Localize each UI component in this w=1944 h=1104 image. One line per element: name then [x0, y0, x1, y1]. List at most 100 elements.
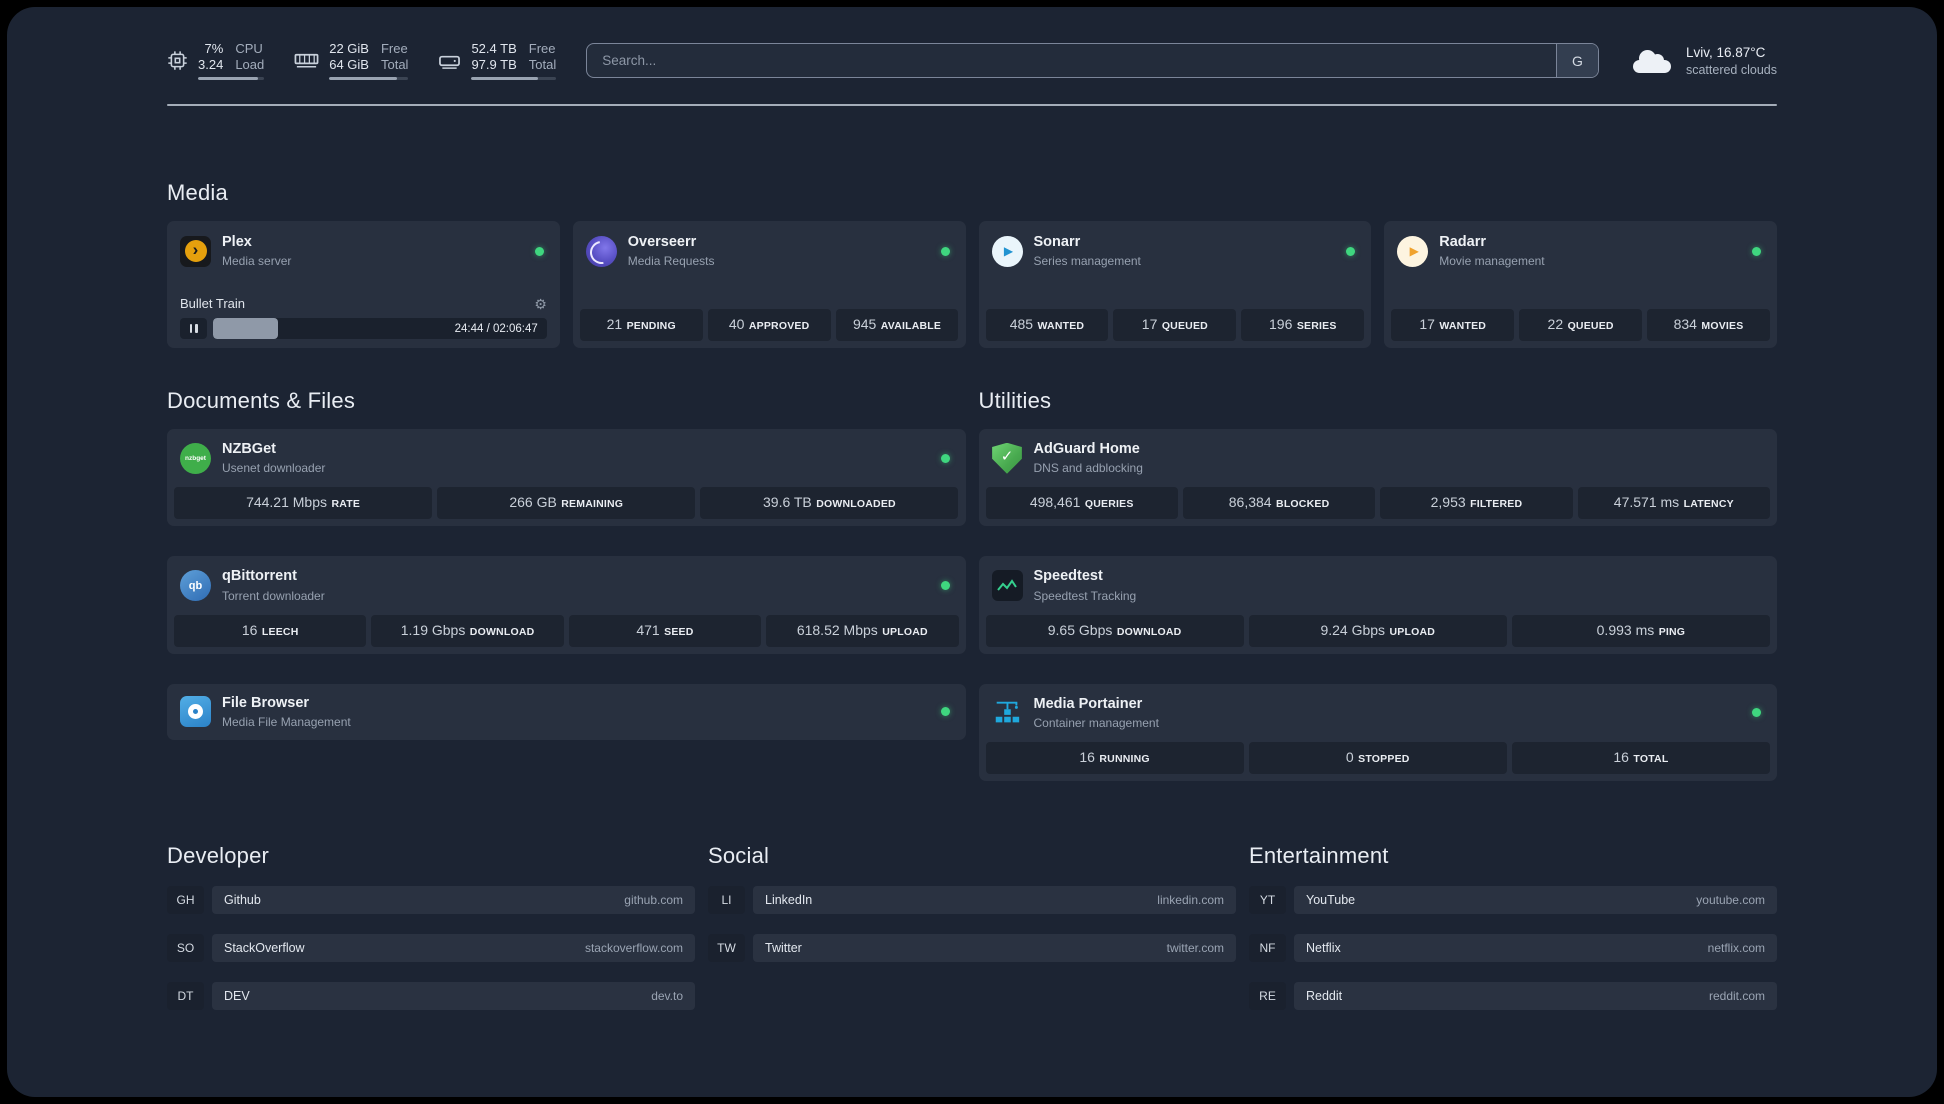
bookmark-github[interactable]: GH Github github.com — [167, 886, 695, 915]
portainer-header[interactable]: Media Portainer Container management — [979, 684, 1778, 742]
stat-box: 945 AVAILABLE — [835, 309, 959, 341]
overseerr-stats: 21 PENDING 40 APPROVED 945 AVAILABLE — [579, 309, 959, 341]
search-bar[interactable]: G — [586, 43, 1599, 78]
bookmark-name: Twitter — [765, 941, 802, 956]
cpu-usage-fill — [198, 77, 258, 80]
bookmark-abbr: RE — [1249, 982, 1286, 1011]
bookmark-name: LinkedIn — [765, 893, 813, 908]
bookmark-abbr: SO — [167, 934, 204, 963]
header-divider — [167, 104, 1777, 106]
bookmark-pill[interactable]: YouTube youtube.com — [1294, 886, 1777, 915]
stat-box: 0 STOPPED — [1248, 742, 1507, 775]
bookmark-pill[interactable]: DEV dev.to — [212, 982, 695, 1011]
disk-usage-fill — [471, 77, 538, 80]
service-card-filebrowser[interactable]: File Browser Media File Management — [167, 683, 966, 741]
entertainment-bookmarks: Entertainment YT YouTube youtube.com NF … — [1249, 843, 1777, 1011]
service-card-adguard[interactable]: AdGuard Home DNS and adblocking 498,461 … — [978, 429, 1778, 527]
stat-box: 485 WANTED — [985, 309, 1109, 341]
nzbget-header[interactable]: nzbget NZBGet Usenet downloader — [167, 429, 966, 487]
overseerr-header[interactable]: Overseerr Media Requests — [573, 221, 966, 276]
cpu-stats: 7% 3.24 CPU Load — [198, 41, 265, 80]
service-card-speedtest[interactable]: Speedtest Speedtest Tracking 9.65 Gbps D… — [978, 556, 1778, 654]
documents-column: Documents & Files nzbget NZBGet Usenet d… — [167, 388, 966, 741]
utilities-column: Utilities AdGuard Home DNS and adblockin… — [978, 388, 1778, 782]
stat-box: 21 PENDING — [579, 309, 703, 341]
documents-card-stack: nzbget NZBGet Usenet downloader 744.21 M… — [167, 429, 966, 741]
service-title: Media Portainer — [1033, 695, 1143, 712]
bookmark-pill[interactable]: Twitter twitter.com — [753, 934, 1236, 963]
service-description: Container management — [1033, 716, 1159, 731]
overseerr-names: Overseerr Media Requests — [628, 234, 715, 268]
service-card-plex[interactable]: Plex Media server Bullet Train 24:44 / 0… — [167, 221, 560, 348]
bookmark-name: StackOverflow — [224, 941, 305, 956]
bookmark-pill[interactable]: Netflix netflix.com — [1294, 934, 1777, 963]
cpu-icon — [167, 50, 188, 71]
weather-text: Lviv, 16.87°C scattered clouds — [1686, 45, 1777, 77]
bookmark-netflix[interactable]: NF Netflix netflix.com — [1249, 934, 1777, 963]
filebrowser-names: File Browser Media File Management — [222, 695, 351, 729]
disk-free-value: 52.4 TB — [471, 41, 517, 56]
bookmark-youtube[interactable]: YT YouTube youtube.com — [1249, 886, 1777, 915]
nzbget-icon: nzbget — [180, 442, 211, 474]
stat-box: 618.52 Mbps UPLOAD — [766, 614, 959, 647]
stat-box: 834 MOVIES — [1647, 309, 1770, 341]
stat-box: 16 LEECH — [174, 614, 367, 647]
bookmark-pill[interactable]: Github github.com — [212, 886, 695, 915]
service-card-nzbget[interactable]: nzbget NZBGet Usenet downloader 744.21 M… — [167, 429, 966, 527]
bookmark-linkedin[interactable]: LI LinkedIn linkedin.com — [708, 886, 1236, 915]
bookmark-dev[interactable]: DT DEV dev.to — [167, 982, 695, 1011]
status-dot — [940, 707, 950, 717]
cloud-icon — [1631, 46, 1673, 76]
radarr-header[interactable]: Radarr Movie management — [1384, 221, 1777, 276]
bookmark-pill[interactable]: LinkedIn linkedin.com — [753, 886, 1236, 915]
middle-columns: Documents & Files nzbget NZBGet Usenet d… — [167, 388, 1778, 782]
service-title: NZBGet — [222, 441, 276, 457]
section-title-developer: Developer — [167, 843, 270, 869]
search-provider-button[interactable]: G — [1555, 44, 1598, 77]
plex-now-playing: Bullet Train 24:44 / 02:06:47 — [167, 296, 560, 348]
bookmark-name: YouTube — [1306, 893, 1356, 908]
sonarr-stats: 485 WANTED 17 QUEUED 196 SERIES — [985, 309, 1365, 341]
service-card-sonarr[interactable]: Sonarr Series management 485 WANTED 17 Q… — [978, 221, 1372, 348]
memory-stats: 22 GiB 64 GiB Free Total — [329, 41, 409, 80]
sonarr-names: Sonarr Series management — [1034, 234, 1141, 268]
service-card-overseerr[interactable]: Overseerr Media Requests 21 PENDING 40 A… — [572, 221, 966, 348]
service-card-radarr[interactable]: Radarr Movie management 17 WANTED 22 QUE… — [1384, 221, 1777, 348]
stat-box: 17 QUEUED — [1113, 309, 1237, 341]
bookmark-abbr: NF — [1249, 934, 1286, 963]
service-title: Plex — [222, 234, 252, 250]
bookmark-stackoverflow[interactable]: SO StackOverflow stackoverflow.com — [167, 934, 695, 963]
portainer-crane-icon — [992, 697, 1023, 728]
pause-button[interactable] — [180, 318, 207, 339]
bookmark-url: github.com — [624, 893, 683, 908]
plex-icon — [180, 235, 211, 267]
search-input[interactable] — [587, 44, 1556, 77]
bookmark-url: linkedin.com — [1157, 893, 1224, 908]
status-dot — [940, 581, 950, 591]
settings-gear-icon[interactable] — [534, 297, 547, 311]
bookmark-reddit[interactable]: RE Reddit reddit.com — [1249, 982, 1777, 1011]
qbittorrent-header[interactable]: qb qBittorrent Torrent downloader — [167, 556, 966, 614]
sonarr-header[interactable]: Sonarr Series management — [979, 221, 1372, 276]
radarr-icon — [1397, 235, 1429, 267]
bookmark-url: dev.to — [651, 989, 683, 1004]
service-description: Media File Management — [222, 715, 351, 730]
adguard-shield-icon — [992, 442, 1022, 474]
speedtest-header[interactable]: Speedtest Speedtest Tracking — [979, 556, 1778, 614]
service-card-qbittorrent[interactable]: qb qBittorrent Torrent downloader 16 LEE… — [167, 556, 966, 654]
memory-usage-fill — [329, 77, 397, 80]
stat-box: 498,461 QUERIES — [985, 487, 1178, 520]
service-card-portainer[interactable]: Media Portainer Container management 16 … — [978, 683, 1778, 782]
service-description: Movie management — [1439, 254, 1545, 269]
playback-progress-bar[interactable]: 24:44 / 02:06:47 — [213, 318, 547, 339]
nzbget-names: NZBGet Usenet downloader — [222, 441, 325, 475]
adguard-header[interactable]: AdGuard Home DNS and adblocking — [979, 429, 1778, 487]
bookmark-pill[interactable]: StackOverflow stackoverflow.com — [212, 934, 695, 963]
plex-header[interactable]: Plex Media server — [167, 221, 560, 276]
bookmark-pill[interactable]: Reddit reddit.com — [1294, 982, 1777, 1011]
bookmarks-section: Developer GH Github github.com SO StackO… — [167, 843, 1777, 1011]
section-title-social: Social — [708, 843, 770, 869]
stat-box: 40 APPROVED — [707, 309, 831, 341]
bookmark-twitter[interactable]: TW Twitter twitter.com — [708, 934, 1236, 963]
filebrowser-header[interactable]: File Browser Media File Management — [167, 684, 966, 740]
